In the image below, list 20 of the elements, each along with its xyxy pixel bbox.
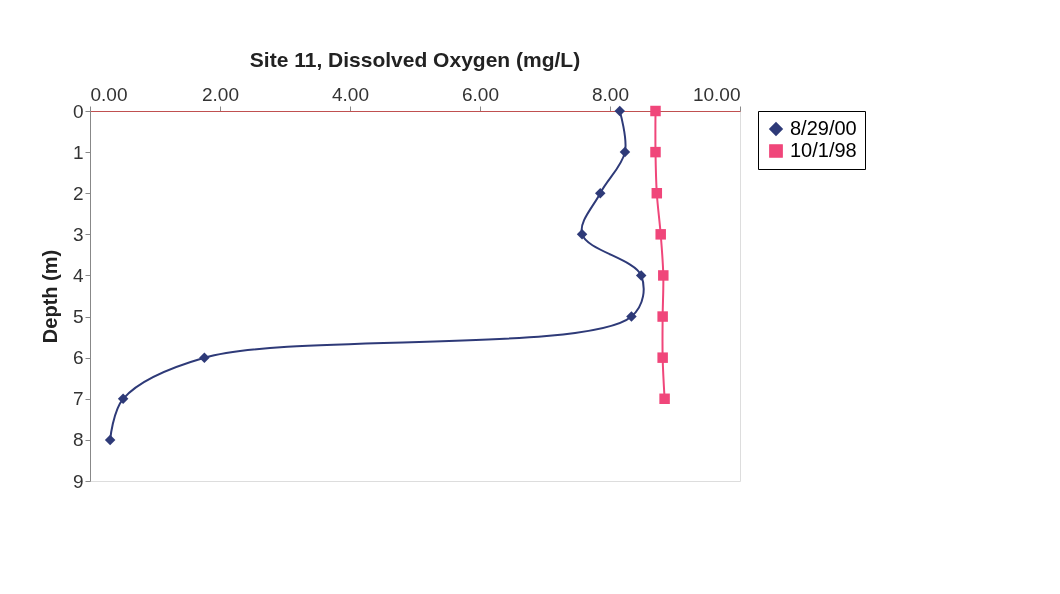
y-tick-label: 1 [72, 141, 84, 163]
x-tick-label: 2.00 [202, 83, 239, 105]
x-tick-label: 4.00 [332, 83, 369, 105]
y-tick-label: 4 [72, 264, 84, 286]
y-tick-label: 2 [72, 182, 84, 204]
x-tick-label: 6.00 [462, 83, 499, 105]
y-tick-label: 5 [72, 306, 84, 328]
x-tick-label: 0.00 [90, 83, 128, 105]
y-tick-label: 8 [72, 429, 84, 451]
x-tick-label: 8.00 [592, 83, 629, 105]
y-tick-label: 0 [72, 100, 84, 122]
chart-title: Site 11, Dissolved Oxygen (mg/L) [249, 48, 581, 71]
legend-label: 10/1/98 [790, 139, 857, 161]
x-tick-label: 10.00 [692, 83, 741, 105]
y-tick-label: 6 [72, 347, 84, 369]
y-tick-label: 7 [72, 388, 84, 410]
y-tick-label: 3 [72, 223, 84, 245]
y-tick-label: 9 [72, 470, 84, 492]
legend-label: 8/29/00 [790, 117, 857, 139]
y-axis-title: Depth (m) [38, 249, 61, 344]
